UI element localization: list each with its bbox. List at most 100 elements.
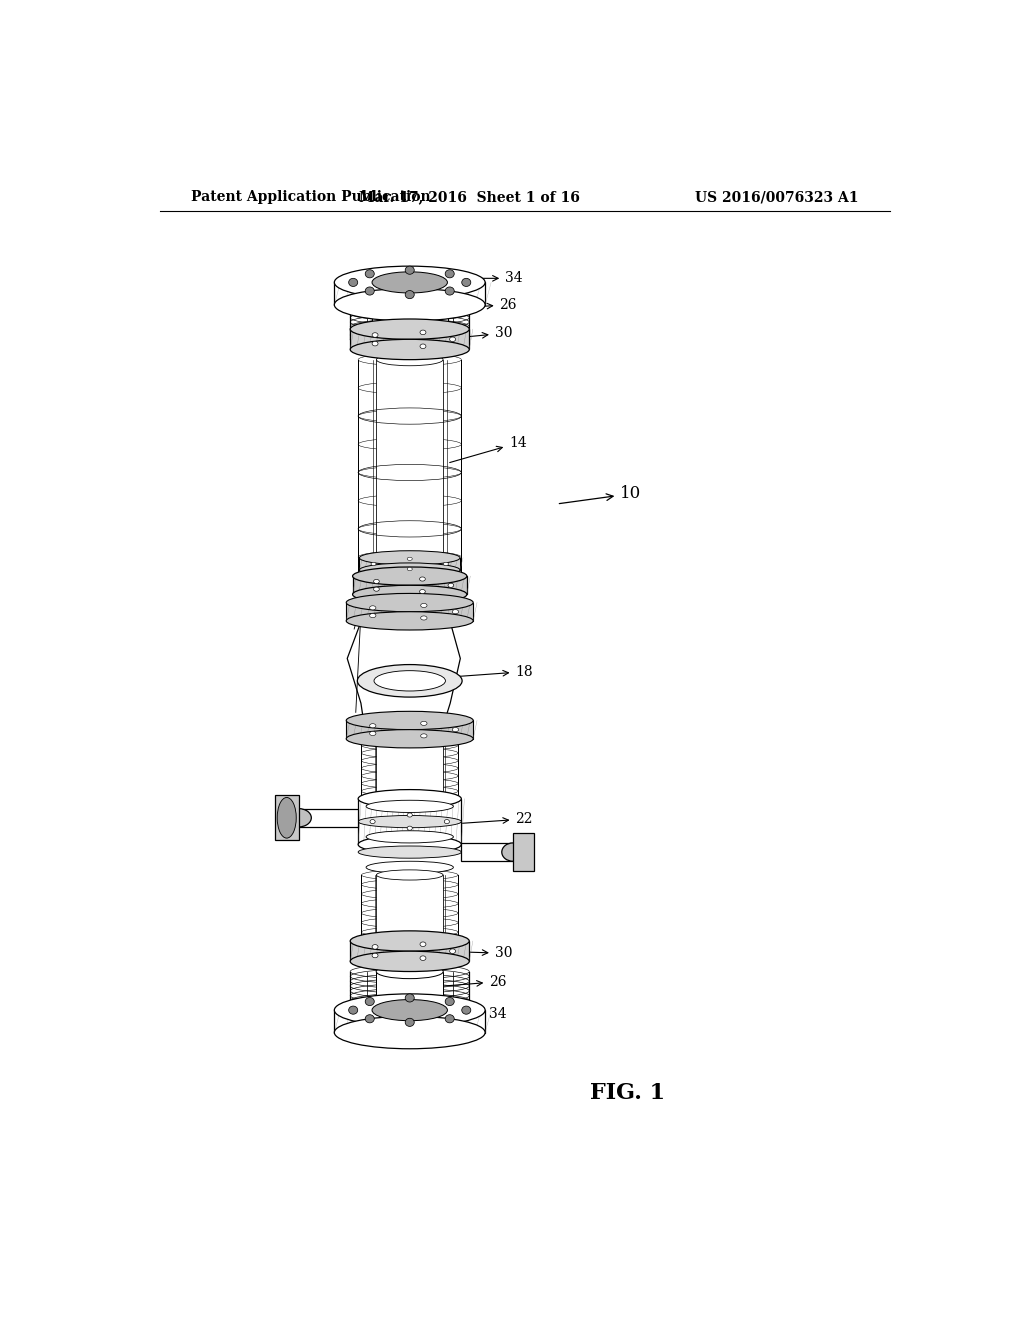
Bar <box>299 809 358 826</box>
Text: US 2016/0076323 A1: US 2016/0076323 A1 <box>694 190 858 205</box>
Bar <box>334 1010 485 1032</box>
Ellipse shape <box>334 267 485 298</box>
Ellipse shape <box>366 861 454 874</box>
Text: 34: 34 <box>438 1007 507 1022</box>
Ellipse shape <box>352 568 467 585</box>
Ellipse shape <box>352 585 467 603</box>
Bar <box>513 833 534 871</box>
Ellipse shape <box>350 339 469 359</box>
Ellipse shape <box>445 286 455 296</box>
Ellipse shape <box>350 952 469 972</box>
Ellipse shape <box>346 730 473 748</box>
Ellipse shape <box>462 1006 471 1014</box>
Text: 18: 18 <box>456 665 532 678</box>
Ellipse shape <box>445 998 455 1006</box>
Ellipse shape <box>358 816 461 828</box>
Ellipse shape <box>366 598 454 610</box>
Ellipse shape <box>370 731 376 735</box>
Text: 30: 30 <box>444 326 512 341</box>
Ellipse shape <box>372 945 378 949</box>
Ellipse shape <box>357 664 462 697</box>
Text: 10: 10 <box>559 486 641 504</box>
Ellipse shape <box>450 949 456 953</box>
Ellipse shape <box>366 830 454 843</box>
Bar <box>274 796 299 840</box>
Bar <box>346 721 473 739</box>
Ellipse shape <box>366 1015 374 1023</box>
Ellipse shape <box>453 727 459 731</box>
Ellipse shape <box>358 846 461 858</box>
Bar <box>376 972 443 1010</box>
Polygon shape <box>347 603 461 738</box>
Ellipse shape <box>377 354 443 366</box>
Ellipse shape <box>408 813 413 817</box>
Ellipse shape <box>358 789 461 808</box>
Ellipse shape <box>502 843 524 861</box>
Ellipse shape <box>420 956 426 961</box>
Ellipse shape <box>370 723 376 727</box>
Text: 26: 26 <box>413 298 517 312</box>
Ellipse shape <box>453 610 459 614</box>
Ellipse shape <box>348 1006 357 1014</box>
Bar <box>377 875 443 952</box>
Bar <box>359 558 460 570</box>
Ellipse shape <box>445 1015 455 1023</box>
Ellipse shape <box>359 550 460 565</box>
Ellipse shape <box>372 333 378 338</box>
Ellipse shape <box>377 946 443 956</box>
Ellipse shape <box>377 870 443 880</box>
Bar <box>346 602 473 620</box>
Ellipse shape <box>408 826 413 830</box>
Ellipse shape <box>420 590 425 594</box>
Ellipse shape <box>366 998 374 1006</box>
Text: 30: 30 <box>440 946 512 960</box>
Bar <box>372 305 447 339</box>
Ellipse shape <box>420 345 426 348</box>
Text: 22: 22 <box>453 812 532 826</box>
Bar <box>377 738 443 799</box>
Ellipse shape <box>406 267 415 275</box>
Text: Patent Application Publication: Patent Application Publication <box>191 190 431 205</box>
Ellipse shape <box>372 297 447 312</box>
Ellipse shape <box>346 594 473 611</box>
Ellipse shape <box>443 562 449 565</box>
Ellipse shape <box>366 286 374 296</box>
Text: Mar. 17, 2016  Sheet 1 of 16: Mar. 17, 2016 Sheet 1 of 16 <box>358 190 580 205</box>
Ellipse shape <box>374 671 445 690</box>
Ellipse shape <box>358 836 461 854</box>
Ellipse shape <box>377 579 443 591</box>
Ellipse shape <box>376 965 443 978</box>
Ellipse shape <box>372 342 378 346</box>
Ellipse shape <box>421 734 427 738</box>
Ellipse shape <box>420 942 426 946</box>
Ellipse shape <box>377 793 443 804</box>
Bar <box>350 941 469 961</box>
Ellipse shape <box>376 1003 443 1018</box>
Ellipse shape <box>286 809 311 826</box>
Ellipse shape <box>420 330 426 335</box>
Ellipse shape <box>406 1018 415 1027</box>
Bar <box>334 282 485 305</box>
Ellipse shape <box>366 800 454 812</box>
Ellipse shape <box>445 269 455 277</box>
Ellipse shape <box>348 279 357 286</box>
Bar <box>377 359 443 585</box>
Text: 26: 26 <box>413 974 507 989</box>
Ellipse shape <box>374 731 445 744</box>
Bar <box>461 843 513 861</box>
Bar <box>350 329 469 350</box>
Text: 14: 14 <box>450 436 526 462</box>
Ellipse shape <box>334 289 485 321</box>
Ellipse shape <box>421 616 427 620</box>
Ellipse shape <box>346 711 473 730</box>
Ellipse shape <box>359 562 460 577</box>
Ellipse shape <box>334 994 485 1027</box>
Ellipse shape <box>366 269 374 277</box>
Ellipse shape <box>372 272 447 293</box>
Ellipse shape <box>408 557 413 561</box>
Ellipse shape <box>421 721 427 726</box>
Ellipse shape <box>278 797 296 838</box>
Ellipse shape <box>449 583 454 587</box>
Text: FIG. 1: FIG. 1 <box>591 1082 666 1105</box>
Text: 34: 34 <box>455 272 522 285</box>
